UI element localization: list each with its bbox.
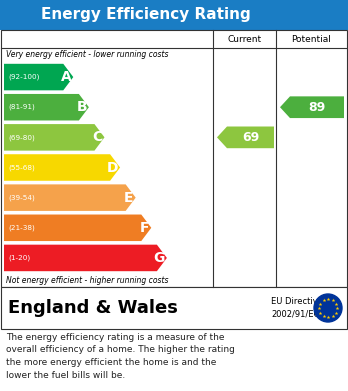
Text: (55-68): (55-68) — [8, 164, 35, 171]
Text: B: B — [76, 100, 87, 114]
Bar — [1, 30, 347, 287]
Text: (81-91): (81-91) — [8, 104, 35, 111]
Polygon shape — [4, 94, 89, 120]
Text: (1-20): (1-20) — [8, 255, 30, 261]
Text: 89: 89 — [308, 101, 326, 114]
Text: D: D — [106, 160, 118, 174]
Text: Potential: Potential — [291, 34, 331, 43]
Circle shape — [314, 294, 342, 322]
Polygon shape — [4, 245, 167, 271]
Text: EU Directive: EU Directive — [271, 297, 323, 306]
Polygon shape — [4, 185, 136, 211]
Text: G: G — [153, 251, 165, 265]
Text: 69: 69 — [242, 131, 259, 144]
Bar — [0, 0, 348, 30]
Text: Energy Efficiency Rating: Energy Efficiency Rating — [41, 7, 251, 23]
Text: Not energy efficient - higher running costs: Not energy efficient - higher running co… — [6, 276, 168, 285]
Text: (69-80): (69-80) — [8, 134, 35, 141]
Polygon shape — [4, 124, 104, 151]
Text: (92-100): (92-100) — [8, 74, 39, 80]
Polygon shape — [217, 127, 274, 148]
Text: The energy efficiency rating is a measure of the
overall efficiency of a home. T: The energy efficiency rating is a measur… — [6, 333, 235, 380]
Text: F: F — [140, 221, 149, 235]
Text: 2002/91/EC: 2002/91/EC — [271, 310, 319, 319]
Text: Very energy efficient - lower running costs: Very energy efficient - lower running co… — [6, 50, 168, 59]
Polygon shape — [4, 154, 120, 181]
Text: (39-54): (39-54) — [8, 194, 35, 201]
Polygon shape — [4, 215, 151, 241]
Text: (21-38): (21-38) — [8, 224, 35, 231]
Polygon shape — [4, 64, 73, 90]
Text: C: C — [92, 130, 102, 144]
Polygon shape — [280, 96, 344, 118]
Text: E: E — [124, 191, 134, 204]
Text: England & Wales: England & Wales — [8, 299, 178, 317]
Text: Current: Current — [228, 34, 262, 43]
Bar — [1, 287, 347, 329]
Text: A: A — [61, 70, 71, 84]
